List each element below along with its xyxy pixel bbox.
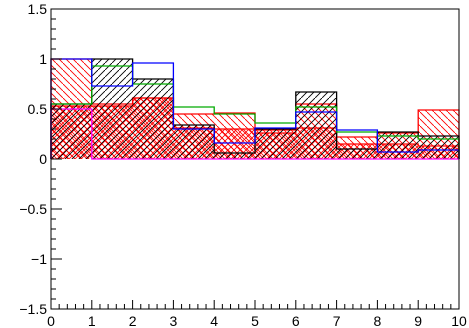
bar-fill [91,59,133,159]
bar-fill [132,79,174,159]
x-tick-label: 9 [414,313,422,328]
series-2 [50,58,460,159]
series-1 [50,65,460,159]
x-tick-label: 1 [88,313,96,328]
bar-fill [255,129,296,159]
y-tick-label: 1 [39,51,47,67]
x-tick-label: 7 [333,313,341,328]
x-tick-label: 3 [170,313,178,328]
y-tick-label: −1 [31,251,47,267]
bar-fill [336,149,378,159]
series-0 [50,58,460,159]
bar-fill [51,104,92,159]
x-tick-label: 5 [251,313,259,328]
series-5 [50,108,459,160]
x-tick-label: 8 [374,313,382,328]
bar-fill [418,136,459,159]
bar-fill [173,125,215,159]
y-tick-label: 1.5 [28,1,48,17]
x-tick-label: 0 [47,313,55,328]
y-tick-label: 0.5 [28,101,48,117]
x-tick-label: 6 [292,313,300,328]
x-tick-label: 4 [210,313,218,328]
y-tick-label: 0 [39,151,47,167]
axis-layer: 0 1 2 3 4 5 6 7 8 9 10 1.5 1 0.5 0 −0.5 −1 −1.5 [19,1,467,328]
bar-fill [295,92,337,159]
y-tick-label: −0.5 [19,201,47,217]
y-tick-label: −1.5 [19,301,47,317]
series-layer [50,58,460,160]
x-tick-label: 2 [129,313,137,328]
bar-fill [214,153,255,159]
series-outline [50,108,459,160]
x-tick-label: 10 [451,313,467,328]
series-outline [50,58,460,159]
series-outline [50,65,460,159]
bar-fill [214,113,255,159]
